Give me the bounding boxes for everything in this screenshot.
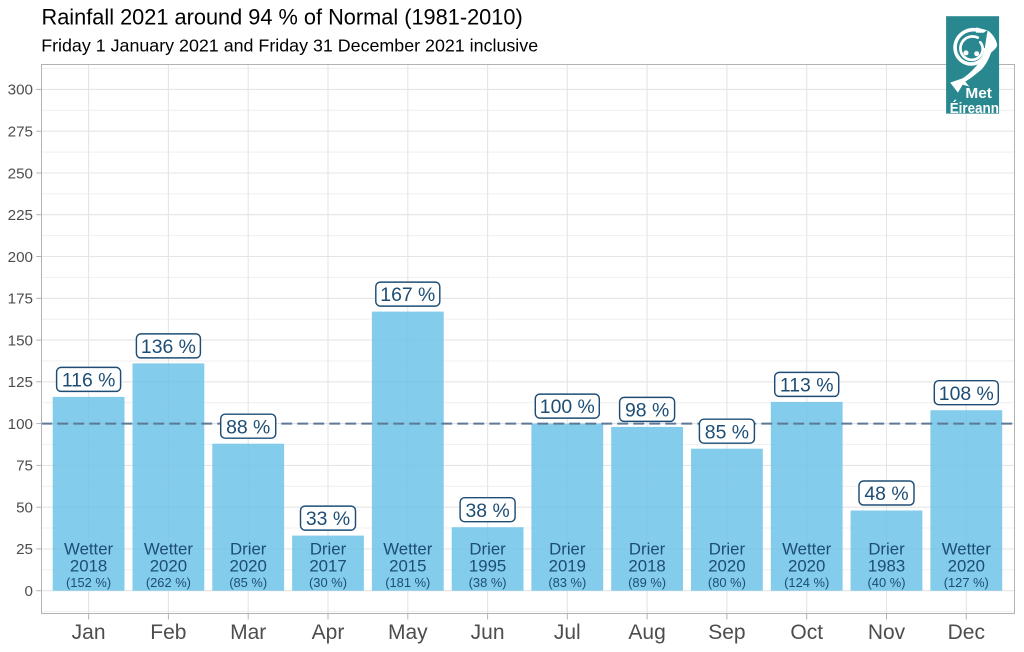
svg-text:Aug: Aug — [628, 621, 665, 644]
svg-text:100: 100 — [8, 416, 33, 433]
svg-text:(262 %): (262 %) — [146, 575, 191, 590]
svg-text:136 %: 136 % — [141, 336, 196, 358]
svg-text:(124 %): (124 %) — [784, 575, 829, 590]
svg-text:85 %: 85 % — [705, 421, 749, 443]
svg-text:Jun: Jun — [471, 621, 505, 644]
svg-text:2018: 2018 — [628, 557, 665, 576]
svg-text:2015: 2015 — [389, 557, 426, 576]
svg-text:Oct: Oct — [790, 621, 823, 644]
svg-text:Dec: Dec — [948, 621, 985, 644]
svg-text:2020: 2020 — [230, 557, 267, 576]
svg-text:200: 200 — [8, 249, 33, 266]
svg-text:Drier: Drier — [310, 540, 347, 559]
svg-text:98 %: 98 % — [625, 400, 669, 422]
svg-text:2020: 2020 — [150, 557, 187, 576]
svg-text:38 %: 38 % — [465, 500, 509, 522]
svg-text:Wetter: Wetter — [942, 540, 992, 559]
svg-text:33 %: 33 % — [306, 508, 350, 530]
svg-text:1983: 1983 — [868, 557, 905, 576]
svg-text:(83 %): (83 %) — [548, 575, 586, 590]
svg-text:Drier: Drier — [868, 540, 905, 559]
svg-text:50: 50 — [16, 500, 33, 517]
svg-text:2018: 2018 — [70, 557, 107, 576]
svg-text:Wetter: Wetter — [64, 540, 114, 559]
svg-text:Jul: Jul — [554, 621, 581, 644]
svg-text:(181 %): (181 %) — [385, 575, 430, 590]
svg-text:Met: Met — [965, 85, 992, 102]
svg-text:(85 %): (85 %) — [229, 575, 267, 590]
svg-text:Drier: Drier — [549, 540, 586, 559]
svg-text:2019: 2019 — [549, 557, 586, 576]
svg-text:Éireann: Éireann — [950, 100, 999, 117]
svg-text:Friday 1 January 2021 and Frid: Friday 1 January 2021 and Friday 31 Dece… — [41, 36, 538, 56]
svg-text:113 %: 113 % — [780, 375, 834, 397]
svg-text:0: 0 — [25, 583, 33, 600]
svg-text:(80 %): (80 %) — [708, 575, 746, 590]
svg-text:1995: 1995 — [469, 557, 506, 576]
svg-text:Drier: Drier — [230, 540, 267, 559]
svg-text:2020: 2020 — [708, 557, 745, 576]
svg-text:Nov: Nov — [868, 621, 906, 644]
svg-text:88 %: 88 % — [226, 416, 270, 438]
svg-text:167 %: 167 % — [380, 284, 435, 306]
svg-text:(30 %): (30 %) — [309, 575, 347, 590]
svg-text:150: 150 — [8, 332, 33, 349]
svg-text:Rainfall 2021 around 94 % of N: Rainfall 2021 around 94 % of Normal (198… — [42, 4, 523, 29]
svg-text:225: 225 — [8, 207, 33, 224]
svg-text:(152 %): (152 %) — [66, 575, 111, 590]
svg-text:Apr: Apr — [312, 621, 345, 644]
svg-text:116 %: 116 % — [62, 370, 116, 392]
svg-text:(127 %): (127 %) — [944, 575, 989, 590]
svg-text:250: 250 — [8, 165, 33, 182]
svg-text:108 %: 108 % — [939, 383, 994, 405]
svg-text:Sep: Sep — [708, 621, 745, 644]
svg-text:Wetter: Wetter — [383, 540, 433, 559]
svg-text:48 %: 48 % — [864, 483, 908, 505]
svg-text:2020: 2020 — [788, 557, 825, 576]
svg-text:(38 %): (38 %) — [469, 575, 507, 590]
svg-text:2020: 2020 — [948, 557, 985, 576]
svg-text:Mar: Mar — [230, 621, 266, 644]
svg-text:100 %: 100 % — [540, 396, 595, 418]
svg-text:Feb: Feb — [150, 621, 186, 644]
svg-text:(40 %): (40 %) — [868, 575, 906, 590]
svg-text:275: 275 — [8, 124, 33, 141]
svg-text:May: May — [388, 621, 428, 644]
svg-text:75: 75 — [16, 458, 33, 475]
svg-text:125: 125 — [8, 374, 33, 391]
svg-text:Jan: Jan — [72, 621, 106, 644]
svg-text:25: 25 — [16, 541, 33, 558]
svg-text:175: 175 — [8, 291, 33, 308]
svg-text:(89 %): (89 %) — [628, 575, 666, 590]
svg-text:300: 300 — [8, 82, 33, 99]
svg-text:Drier: Drier — [469, 540, 506, 559]
svg-text:Drier: Drier — [709, 540, 746, 559]
svg-text:Wetter: Wetter — [782, 540, 832, 559]
svg-text:Wetter: Wetter — [144, 540, 194, 559]
svg-text:2017: 2017 — [309, 557, 346, 576]
svg-text:Drier: Drier — [629, 540, 666, 559]
